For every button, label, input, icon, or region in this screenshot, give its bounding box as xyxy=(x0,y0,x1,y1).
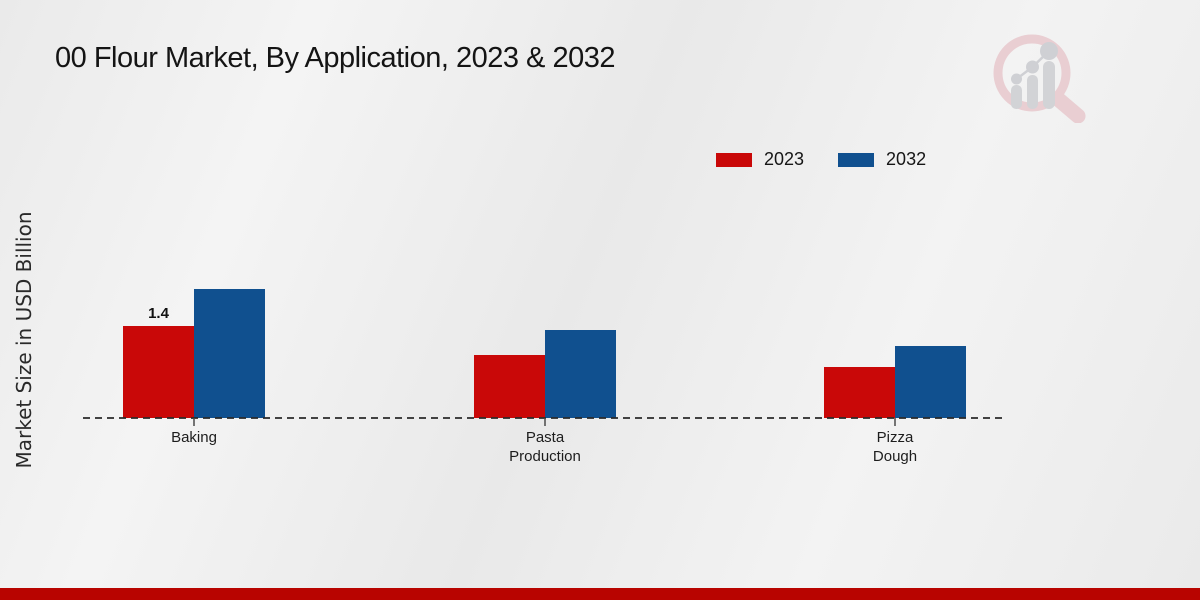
bar-2032-pasta-production xyxy=(545,329,616,418)
bar-2023-baking xyxy=(123,325,194,418)
magnifier-bar-chart-watermark-icon xyxy=(993,34,1086,123)
legend-label: 2023 xyxy=(764,149,805,169)
footer-accent-bar xyxy=(0,588,1200,600)
bar-2023-pasta-production xyxy=(474,355,545,418)
legend-label: 2032 xyxy=(886,149,927,169)
chart-title: 00 Flour Market, By Application, 2023 & … xyxy=(55,42,615,74)
legend: 2023 2032 xyxy=(716,149,926,170)
legend-swatch-2023 xyxy=(716,152,752,167)
category-label-baking: Baking xyxy=(171,429,217,446)
bar-2023-pizza-dough xyxy=(824,366,895,418)
legend-item-2032: 2032 xyxy=(838,149,926,170)
category-label-pizza-dough: Pizza Dough xyxy=(872,429,918,465)
category-label-pasta-production: Pasta Production xyxy=(509,429,581,465)
legend-item-2023: 2023 xyxy=(716,149,804,170)
bar-2032-pizza-dough xyxy=(895,345,966,418)
bar-2032-baking xyxy=(194,289,265,418)
legend-swatch-2032 xyxy=(838,152,875,167)
bar-value-label-2023-baking: 1.4 xyxy=(148,304,169,322)
